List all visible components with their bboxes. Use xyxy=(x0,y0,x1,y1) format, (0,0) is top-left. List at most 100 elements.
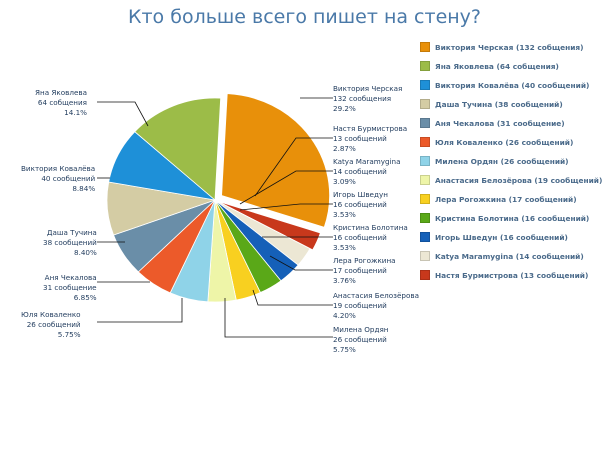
slice-label-name: Игорь Шведун xyxy=(333,190,388,199)
legend-item-кристина-болотина: Кристина Болотина (16 сообщений) xyxy=(420,211,589,225)
slice-label-name: Аня Чекалова xyxy=(44,273,97,282)
slice-label-count: 17 сообщений xyxy=(333,266,387,275)
slice-label-count: 26 сообщений xyxy=(333,335,387,344)
slice-label-count: 38 сообщений xyxy=(43,238,97,247)
pie-slice-настя-бурмистрова xyxy=(217,200,321,251)
legend-item-милена-ордян: Милена Ордян (26 сообщений) xyxy=(420,154,569,168)
slice-label-name: Виктория Ковалёва xyxy=(21,164,96,173)
legend-label: Кристина Болотина (16 сообщений) xyxy=(435,213,590,223)
chart-title: Кто больше всего пишет на стену? xyxy=(0,6,604,32)
slice-label-percent: 29.2% xyxy=(333,104,356,113)
slice-label-count: 19 сообщений xyxy=(333,301,387,310)
slice-label-аня-чекалова: Аня Чекалова 31 сообщение 6.85% xyxy=(43,273,97,303)
slice-label-виктория-ковалёва: Виктория Ковалёва 40 сообщений 8.84% xyxy=(21,164,95,194)
slice-label-лера-рогожкина: Лера Рогожкина 17 сообщений 3.76% xyxy=(333,256,396,286)
slice-label-count: 16 сообщений xyxy=(333,200,387,209)
slice-label-count: 26 сообщений xyxy=(26,320,81,329)
slice-label-name: Милена Ордян xyxy=(333,325,389,334)
slice-label-name: Анастасия Белозёрова xyxy=(333,291,419,300)
legend-item-виктория-черская: Виктория Черская (132 собщения) xyxy=(420,40,584,54)
legend-swatch xyxy=(420,194,430,204)
slice-label-count: 64 собщения xyxy=(37,98,88,107)
slice-label-name: Лера Рогожкина xyxy=(333,256,396,265)
slice-label-percent: 3.53% xyxy=(333,210,356,219)
legend-label: Яна Яковлева (64 собщения) xyxy=(435,61,559,71)
slice-label-percent: 3.53% xyxy=(333,243,356,252)
slice-label-анастасия-белозёрова: Анастасия Белозёрова 19 сообщений 4.20% xyxy=(333,291,419,321)
legend-item-виктория-ковалёва: Виктория Ковалёва (40 сообщений) xyxy=(420,78,589,92)
legend-label: Katya Maramygina (14 сообщений) xyxy=(435,251,584,261)
slice-label-игорь-шведун: Игорь Шведун 16 сообщений 3.53% xyxy=(333,190,388,220)
slice-label-name: Яна Яковлева xyxy=(35,88,88,97)
slice-label-count: 40 сообщений xyxy=(41,174,96,183)
legend-swatch xyxy=(420,118,430,128)
legend-swatch xyxy=(420,175,430,185)
leader-line-игорь-шведун xyxy=(239,203,333,211)
legend-item-даша-тучина: Даша Тучина (38 сообщений) xyxy=(420,97,563,111)
slice-label-count: 13 сообщений xyxy=(333,134,387,143)
slice-label-name: Кристина Болотина xyxy=(333,223,408,232)
slice-label-percent: 4.20% xyxy=(333,311,356,320)
legend-item-аня-чекалова: Аня Чекалова (31 сообщение) xyxy=(420,116,565,130)
slice-label-милена-ордян: Милена Ордян 26 сообщений 5.75% xyxy=(333,325,389,355)
legend-swatch xyxy=(420,99,430,109)
slice-label-name: Юля Коваленко xyxy=(21,310,81,319)
legend-item-лера-рогожкина: Лера Рогожкина (17 сообщений) xyxy=(420,192,577,206)
legend-swatch xyxy=(420,156,430,166)
legend-item-игорь-шведун: Игорь Шведун (16 сообщений) xyxy=(420,230,568,244)
legend-swatch xyxy=(420,251,430,261)
legend-swatch xyxy=(420,232,430,242)
slice-label-percent: 5.75% xyxy=(333,345,356,354)
leader-line-яна-яковлева xyxy=(97,101,149,127)
slice-label-percent: 8.84% xyxy=(72,184,96,193)
leader-line-настя-бурмистрова xyxy=(254,137,333,197)
leader-line-katya-maramygina xyxy=(239,170,333,205)
legend-label: Виктория Ковалёва (40 сообщений) xyxy=(435,80,590,90)
slice-label-виктория-черская: Виктория Черская 132 сообщения 29.2% xyxy=(333,84,402,114)
legend-label: Аня Чекалова (31 сообщение) xyxy=(435,118,565,128)
legend-label: Юля Коваленко (26 сообщений) xyxy=(435,137,574,147)
slice-label-percent: 2.87% xyxy=(333,144,356,153)
leader-line-анастасия-белозёрова xyxy=(252,289,333,306)
legend-label: Настя Бурмистрова (13 сообщений) xyxy=(435,270,589,280)
legend-item-анастасия-белозёрова: Анастасия Белозёрова (19 сообщений) xyxy=(420,173,602,187)
legend-swatch xyxy=(420,270,430,280)
legend-item-katya-maramygina: Katya Maramygina (14 сообщений) xyxy=(420,249,584,263)
legend-label: Анастасия Белозёрова (19 сообщений) xyxy=(435,175,603,185)
slice-label-name: Даша Тучина xyxy=(46,228,97,237)
legend-item-яна-яковлева: Яна Яковлева (64 собщения) xyxy=(420,59,559,73)
slice-label-name: Настя Бурмистрова xyxy=(333,124,408,133)
slice-label-юля-коваленко: Юля Коваленко 26 сообщений 5.75% xyxy=(21,310,81,340)
legend-label: Даша Тучина (38 сообщений) xyxy=(435,99,563,109)
legend-swatch xyxy=(420,61,430,71)
slice-label-count: 14 сообщений xyxy=(333,167,387,176)
slice-label-яна-яковлева: Яна Яковлева 64 собщения 14.1% xyxy=(35,88,87,118)
slice-label-даша-тучина: Даша Тучина 38 сообщений 8.40% xyxy=(43,228,97,258)
legend-label: Лера Рогожкина (17 сообщений) xyxy=(435,194,577,204)
slice-label-percent: 3.76% xyxy=(333,276,356,285)
slice-label-name: Katya Maramygina xyxy=(333,157,401,166)
slice-label-count: 16 сообщений xyxy=(333,233,387,242)
slice-label-настя-бурмистрова: Настя Бурмистрова 13 сообщений 2.87% xyxy=(333,124,407,154)
leader-line-юля-коваленко xyxy=(97,298,183,323)
slice-label-percent: 6.85% xyxy=(73,293,97,302)
leader-line-лера-рогожкина xyxy=(269,255,333,271)
slice-label-count: 31 сообщение xyxy=(43,283,97,292)
pie-slice-яна-яковлева xyxy=(134,97,222,201)
legend-label: Виктория Черская (132 собщения) xyxy=(435,42,584,52)
legend-swatch xyxy=(420,80,430,90)
chart-title-text: Кто больше всего пишет на стену? xyxy=(128,6,482,28)
legend-swatch xyxy=(420,213,430,223)
legend-item-юля-коваленко: Юля Коваленко (26 сообщений) xyxy=(420,135,573,149)
slice-label-percent: 14.1% xyxy=(64,108,88,117)
legend-swatch xyxy=(420,42,430,52)
leader-line-милена-ордян xyxy=(224,298,333,338)
legend-item-настя-бурмистрова: Настя Бурмистрова (13 сообщений) xyxy=(420,268,588,282)
legend-label: Игорь Шведун (16 сообщений) xyxy=(435,232,568,242)
slice-label-кристина-болотина: Кристина Болотина 16 сообщений 3.53% xyxy=(333,223,408,253)
slice-label-percent: 5.75% xyxy=(57,330,81,339)
legend-label: Милена Ордян (26 сообщений) xyxy=(435,156,569,166)
slice-label-name: Виктория Черская xyxy=(333,84,403,93)
slice-label-count: 132 сообщения xyxy=(333,94,392,103)
slice-label-percent: 3.09% xyxy=(333,177,356,186)
